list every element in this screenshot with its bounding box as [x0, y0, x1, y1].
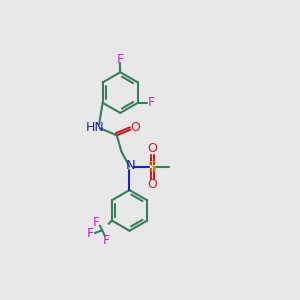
Text: F: F: [103, 234, 110, 247]
Text: HN: HN: [85, 121, 104, 134]
Text: O: O: [130, 121, 140, 134]
Text: O: O: [147, 142, 157, 154]
Text: S: S: [147, 160, 156, 173]
Text: O: O: [147, 178, 157, 191]
Text: N: N: [125, 159, 135, 172]
Text: F: F: [87, 227, 94, 240]
Text: F: F: [117, 53, 124, 66]
Text: F: F: [148, 96, 155, 109]
Text: F: F: [93, 216, 100, 229]
